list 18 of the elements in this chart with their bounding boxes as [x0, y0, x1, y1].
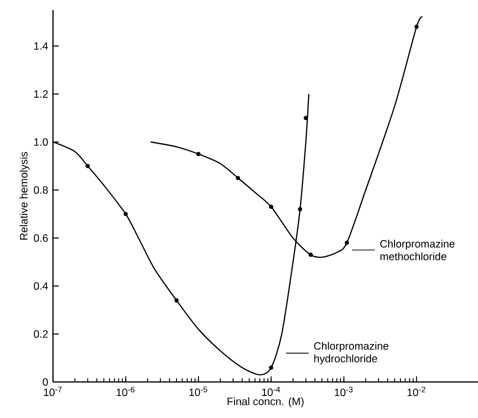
x-tick-label: 10$^{-2}$ — [408, 386, 426, 396]
y-tick-label: 0.8 — [34, 186, 48, 194]
y-tick-label: 1.2 — [34, 90, 48, 98]
x-axis-title: Final concn. (M) — [228, 397, 304, 408]
x-tick-label: 10$^{-3}$ — [334, 386, 353, 396]
y-tick-label: 1.4 — [34, 42, 48, 50]
y-tick-label: 0.2 — [34, 330, 48, 338]
y-axis-title: Relative hemolysis — [20, 152, 30, 240]
legend-label: Chlorpromazine hydrochloride — [314, 342, 388, 365]
x-tick-label: 10$^{-7}$ — [44, 386, 62, 396]
x-tick-label: 10$^{-4}$ — [262, 386, 280, 396]
y-tick-label: 0.4 — [34, 282, 48, 290]
y-tick-label: 0.6 — [34, 234, 48, 242]
x-tick-label: 10$^{-5}$ — [189, 386, 208, 396]
legend-label: Chlorpromazine methochloride — [380, 240, 455, 260]
x-tick-label: 10$^{-6}$ — [116, 386, 135, 396]
y-tick-label: 1.0 — [34, 138, 48, 146]
y-tick-label: 0 — [42, 378, 48, 386]
